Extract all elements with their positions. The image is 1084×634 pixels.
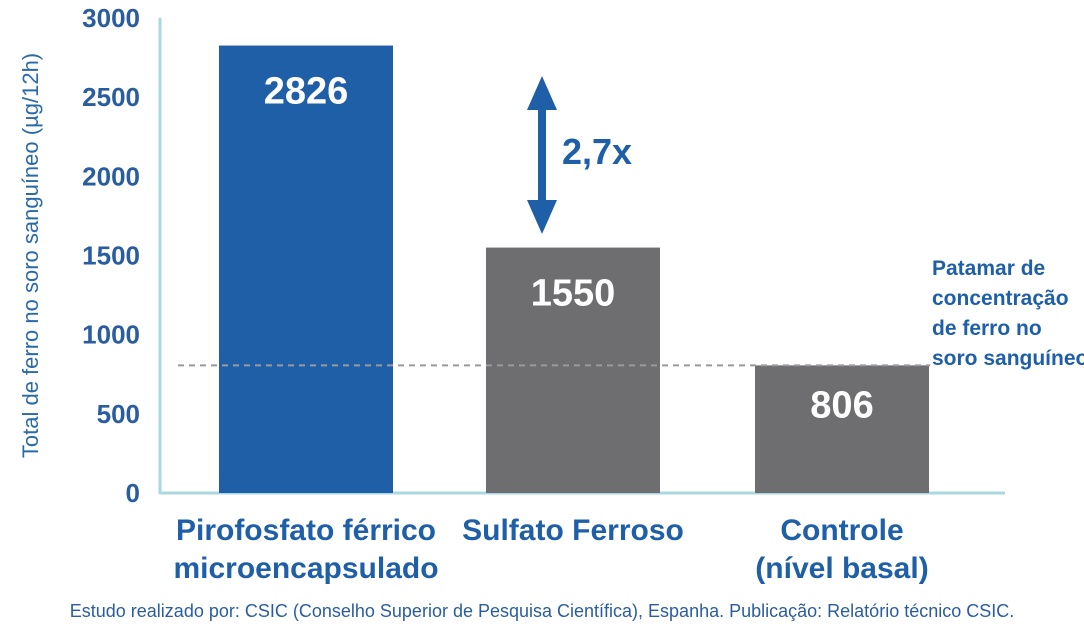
bar-value-label: 2826	[264, 71, 349, 113]
comparison-ratio-label: 2,7x	[562, 131, 632, 172]
y-tick-label: 500	[97, 399, 140, 429]
threshold-label: soro sanguíneo	[932, 347, 1084, 370]
threshold-label: Patamar de	[932, 257, 1045, 280]
arrow-up-icon	[527, 76, 557, 110]
bar	[219, 45, 393, 494]
bar-value-label: 806	[810, 384, 873, 426]
x-category-label: (nível basal)	[755, 552, 928, 585]
x-category-label: Pirofosfato férrico	[176, 514, 436, 547]
bar-value-label: 1550	[531, 273, 616, 315]
x-category-label: Sulfato Ferroso	[462, 514, 684, 547]
bar	[486, 247, 660, 493]
bar	[755, 365, 929, 493]
y-tick-label: 2500	[82, 82, 140, 112]
threshold-label: concentração	[932, 287, 1069, 310]
y-tick-label: 1000	[82, 320, 140, 350]
source-note: Estudo realizado por: CSIC (Conselho Sup…	[69, 601, 1015, 621]
y-tick-label: 0	[126, 478, 140, 508]
bar-chart: 0 500 1000 1500 2000 2500 3000 Total de ferro n…	[18, 3, 1084, 585]
x-category-label: microencapsulado	[173, 552, 438, 585]
y-axis-label: Total de ferro no soro sanguíneo (µg/12h…	[18, 53, 43, 458]
arrow-down-icon	[527, 200, 557, 234]
y-tick-label: 2000	[82, 161, 140, 191]
threshold-label: de ferro no	[932, 317, 1042, 340]
y-tick-label: 1500	[82, 241, 140, 271]
x-category-label: Controle	[780, 514, 903, 547]
y-tick-label: 3000	[82, 3, 140, 33]
